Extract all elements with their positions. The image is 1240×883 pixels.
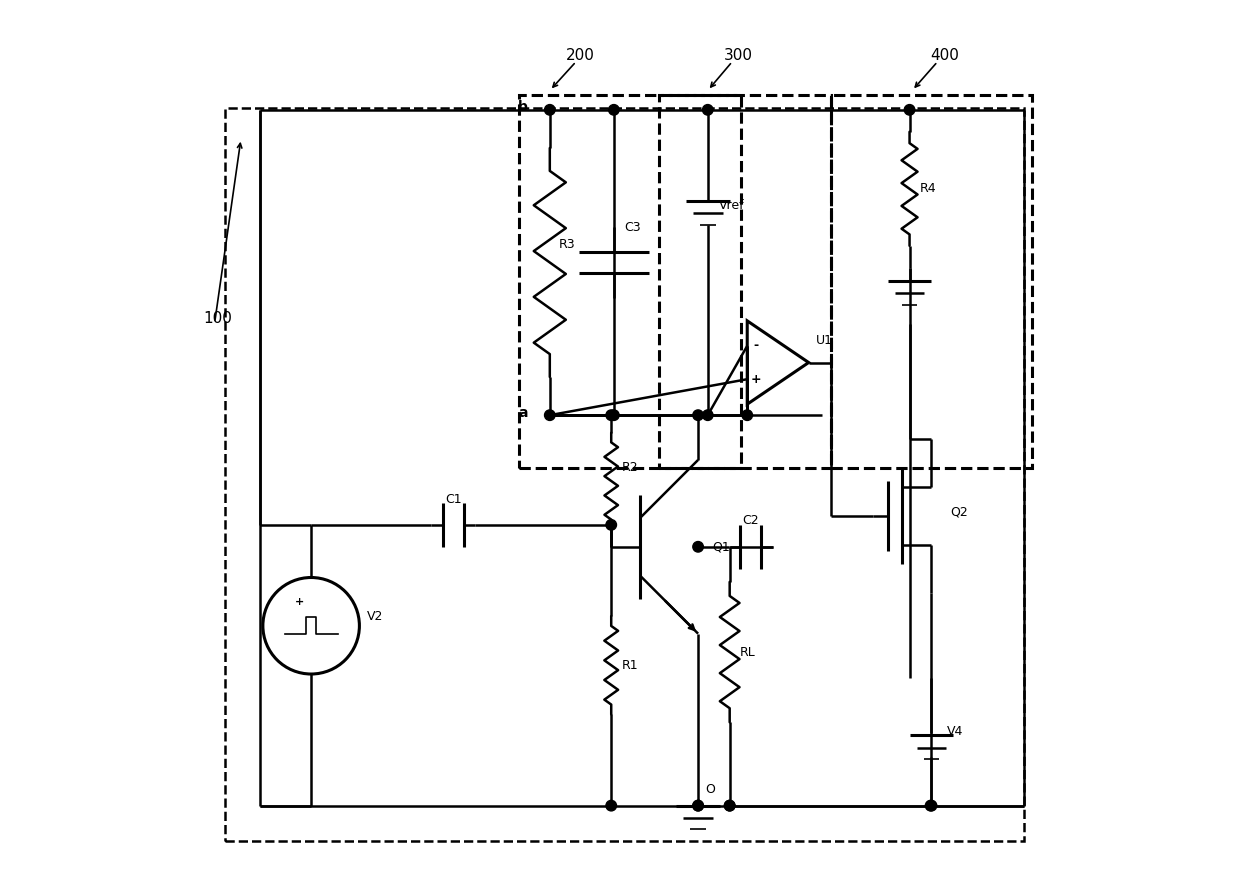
Text: V4: V4	[947, 725, 963, 737]
Text: Q1: Q1	[713, 540, 730, 554]
Circle shape	[904, 104, 915, 115]
Text: R3: R3	[558, 238, 575, 252]
Circle shape	[606, 519, 616, 530]
Circle shape	[544, 104, 556, 115]
Text: 200: 200	[567, 48, 595, 63]
Circle shape	[742, 410, 753, 420]
Text: b: b	[518, 100, 528, 114]
Circle shape	[703, 104, 713, 115]
Text: 100: 100	[203, 311, 232, 326]
Text: R1: R1	[621, 659, 639, 672]
Bar	[226, 108, 1024, 841]
Circle shape	[926, 800, 936, 811]
Text: R2: R2	[621, 461, 639, 474]
Text: Vref: Vref	[719, 199, 745, 212]
Circle shape	[693, 541, 703, 552]
Text: C3: C3	[625, 221, 641, 234]
Circle shape	[609, 104, 619, 115]
Text: a: a	[518, 405, 528, 419]
Text: +: +	[294, 597, 304, 607]
Circle shape	[724, 800, 735, 811]
Circle shape	[693, 800, 703, 811]
Bar	[831, 94, 1033, 468]
Text: RL: RL	[740, 645, 756, 659]
Text: O: O	[706, 783, 715, 796]
Circle shape	[703, 410, 713, 420]
Text: 300: 300	[724, 48, 753, 63]
Text: 400: 400	[930, 48, 959, 63]
Text: Q2: Q2	[950, 505, 967, 518]
Text: V2: V2	[366, 610, 383, 623]
Text: U1: U1	[816, 334, 833, 347]
Bar	[520, 94, 742, 468]
Circle shape	[606, 410, 616, 420]
Text: -: -	[754, 339, 759, 352]
Text: R4: R4	[920, 182, 936, 195]
Circle shape	[724, 800, 735, 811]
Circle shape	[925, 800, 936, 811]
Bar	[660, 94, 831, 468]
Circle shape	[609, 410, 619, 420]
Circle shape	[693, 800, 703, 811]
Text: C2: C2	[743, 515, 759, 527]
Text: C1: C1	[445, 493, 461, 506]
Circle shape	[606, 800, 616, 811]
Circle shape	[693, 410, 703, 420]
Text: +: +	[750, 373, 761, 386]
Circle shape	[544, 410, 556, 420]
